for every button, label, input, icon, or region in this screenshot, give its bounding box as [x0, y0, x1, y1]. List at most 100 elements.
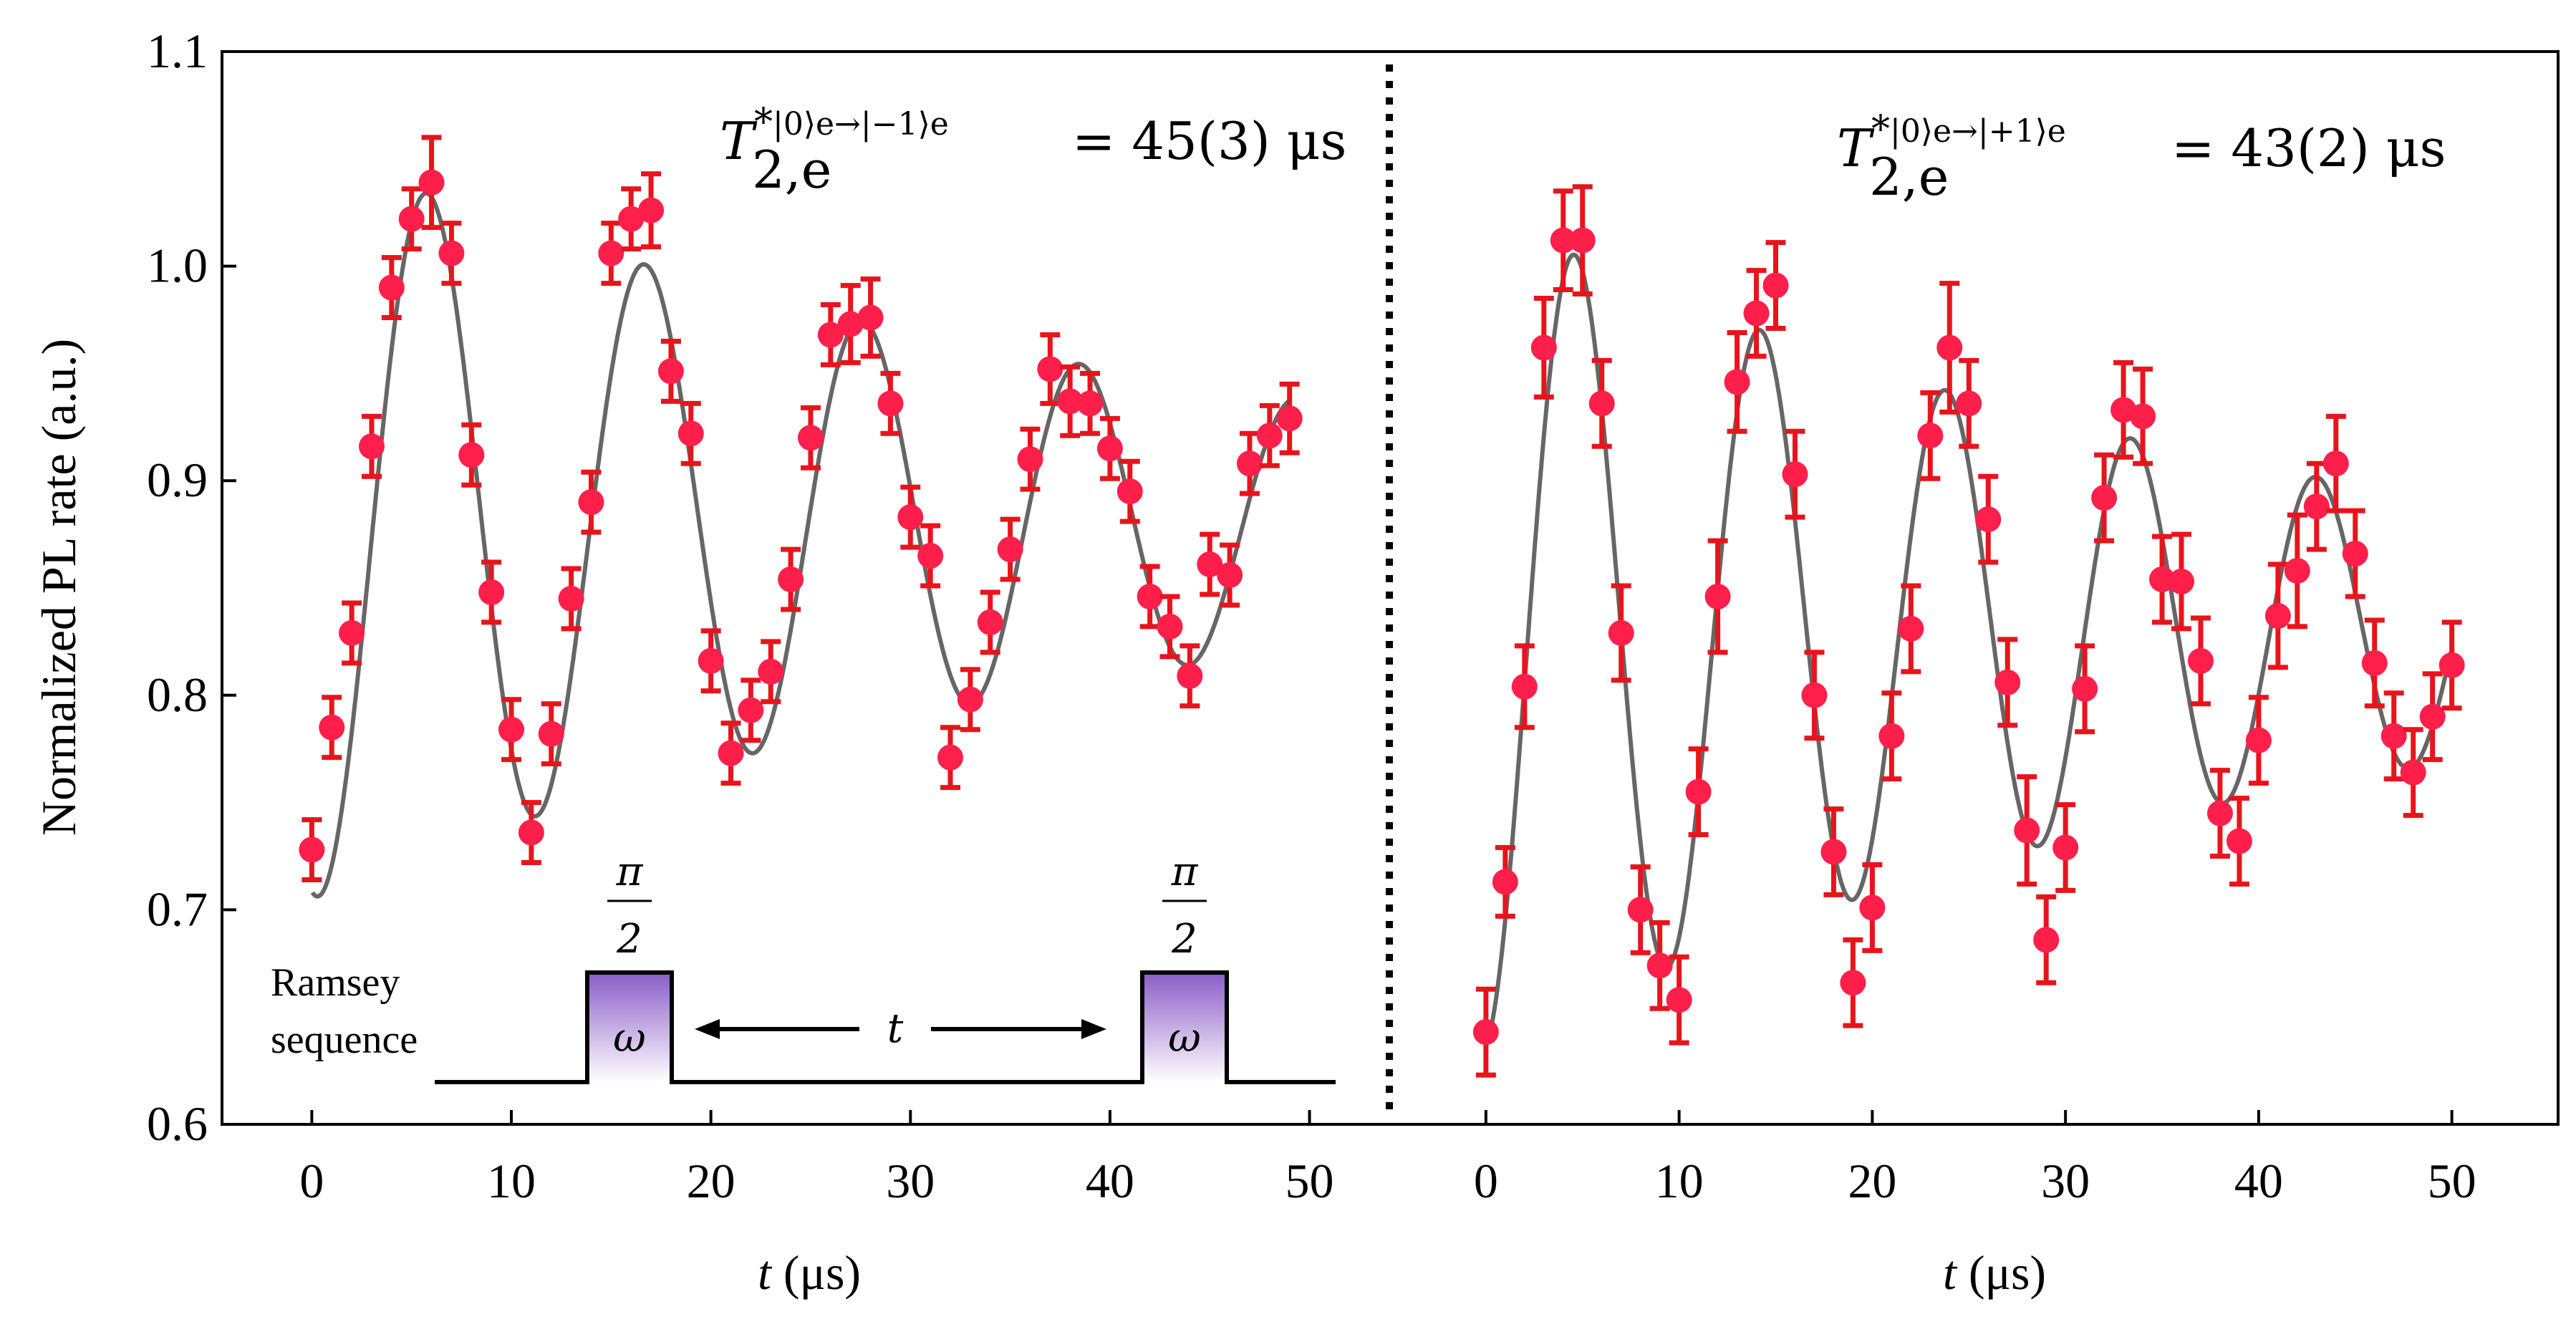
- right-data-point: [1666, 954, 1692, 1046]
- left-marker: [1217, 562, 1243, 589]
- left-marker: [698, 647, 724, 674]
- ramsey-sequence-inset: Ramsey sequence π 2 π 2 ω ω t: [271, 849, 1336, 1084]
- pulse-waveform: [435, 970, 1336, 1084]
- right-data-point: [2245, 695, 2272, 786]
- left-marker: [957, 686, 983, 713]
- left-data-point: [857, 276, 884, 359]
- left-data-point: [797, 405, 824, 471]
- right-panel: 0 10 20 30 40 50 t (μs) T*|0⟩e→|+1⟩e 2,e = 43…: [1472, 108, 2476, 1300]
- left-data-point: [378, 255, 405, 321]
- right-marker: [2380, 723, 2407, 749]
- delay-arrowhead-right: [1081, 1019, 1106, 1039]
- left-marker: [837, 311, 864, 337]
- left-marker: [478, 579, 505, 605]
- right-marker: [2052, 834, 2079, 861]
- left-marker: [797, 425, 824, 451]
- right-marker: [1975, 506, 2002, 533]
- right-data-point: [1859, 862, 1886, 953]
- right-data-point: [1530, 296, 1557, 400]
- left-data-point: [398, 186, 425, 252]
- left-marker: [857, 304, 884, 331]
- left-data-point: [358, 413, 385, 479]
- left-marker: [1236, 450, 1263, 477]
- right-marker: [2303, 493, 2330, 520]
- left-marker: [1197, 551, 1223, 578]
- left-data-point: [877, 370, 904, 436]
- right-marker: [1743, 300, 1770, 327]
- right-data-point: [1627, 864, 1654, 955]
- left-marker: [598, 240, 624, 266]
- right-marker: [1511, 673, 1538, 700]
- right-data-point: [1550, 188, 1576, 293]
- left-marker: [358, 433, 385, 460]
- left-data-point: [558, 566, 584, 632]
- y-tick-label-4: 1.0: [147, 238, 208, 293]
- delay-symbol: t: [887, 1005, 904, 1052]
- left-x-tick-label-2: 20: [687, 1154, 735, 1208]
- right-data-point: [1724, 329, 1750, 434]
- right-marker: [1801, 682, 1828, 708]
- right-marker: [1530, 334, 1557, 361]
- left-marker: [1276, 405, 1303, 432]
- right-data-point: [1782, 428, 1808, 520]
- right-data-point: [2130, 366, 2156, 466]
- right-t2-symbol: T: [1837, 118, 1875, 178]
- left-data-point: [1197, 531, 1223, 597]
- right-marker: [2438, 652, 2465, 678]
- left-data-point: [897, 484, 924, 550]
- right-marker: [1569, 227, 1596, 254]
- left-fit-curve: [310, 190, 1291, 899]
- left-data-point: [778, 546, 804, 612]
- left-t2-subscript: 2,e: [752, 140, 831, 200]
- left-t2-value: = 45(3) μs: [1072, 111, 1346, 171]
- left-data-point: [1256, 402, 1283, 468]
- right-marker: [2187, 647, 2214, 674]
- left-data-point: [1077, 370, 1104, 436]
- right-marker: [2342, 541, 2368, 567]
- right-marker: [1859, 894, 1886, 921]
- left-data-points: [299, 135, 1303, 882]
- left-x-tick-label-5: 50: [1285, 1154, 1334, 1208]
- left-t2-symbol: T: [720, 111, 758, 171]
- right-marker: [1724, 369, 1750, 395]
- right-marker: [2264, 602, 2291, 629]
- right-marker: [2361, 650, 2388, 676]
- left-data-point: [1037, 332, 1063, 406]
- pulse-2-omega: ω: [1168, 1015, 1201, 1061]
- right-x-tick-label-4: 40: [2234, 1154, 2283, 1208]
- right-data-point: [2187, 615, 2214, 707]
- left-data-point: [1276, 381, 1303, 455]
- right-data-point: [2226, 796, 2252, 887]
- left-marker: [917, 543, 944, 569]
- y-tick-label-1: 0.7: [147, 882, 208, 936]
- left-marker: [418, 169, 445, 196]
- right-data-point: [1492, 845, 1518, 919]
- left-x-axis-label: t (μs): [758, 1245, 861, 1300]
- left-data-point: [957, 667, 983, 733]
- right-marker: [1646, 952, 1673, 979]
- right-marker: [1956, 390, 1982, 417]
- right-data-point: [2206, 768, 2233, 859]
- left-x-axis-unit: (μs): [783, 1245, 861, 1300]
- right-marker: [2149, 566, 2176, 593]
- right-x-tick-label-3: 30: [2041, 1154, 2090, 1208]
- right-x-axis-symbol: t: [1943, 1245, 1958, 1300]
- left-marker: [657, 358, 684, 385]
- left-data-point: [1217, 542, 1243, 608]
- right-marker: [1878, 723, 1905, 749]
- left-marker: [438, 240, 465, 266]
- inset-label-sequence: sequence: [271, 1018, 418, 1062]
- plot-frame: [221, 50, 2560, 1126]
- right-data-point: [1956, 357, 1982, 449]
- delay-arrowhead-left: [695, 1019, 720, 1039]
- left-marker: [1256, 423, 1283, 449]
- left-marker: [1157, 613, 1183, 640]
- left-data-point: [418, 135, 445, 231]
- right-x-axis: 0 10 20 30 40 50: [1474, 1110, 2476, 1208]
- left-marker: [458, 442, 485, 468]
- left-data-point: [758, 639, 784, 705]
- left-marker: [977, 609, 1003, 635]
- pulse-2-fill: [1142, 973, 1227, 1082]
- right-data-point: [1588, 357, 1615, 449]
- left-marker: [518, 819, 544, 846]
